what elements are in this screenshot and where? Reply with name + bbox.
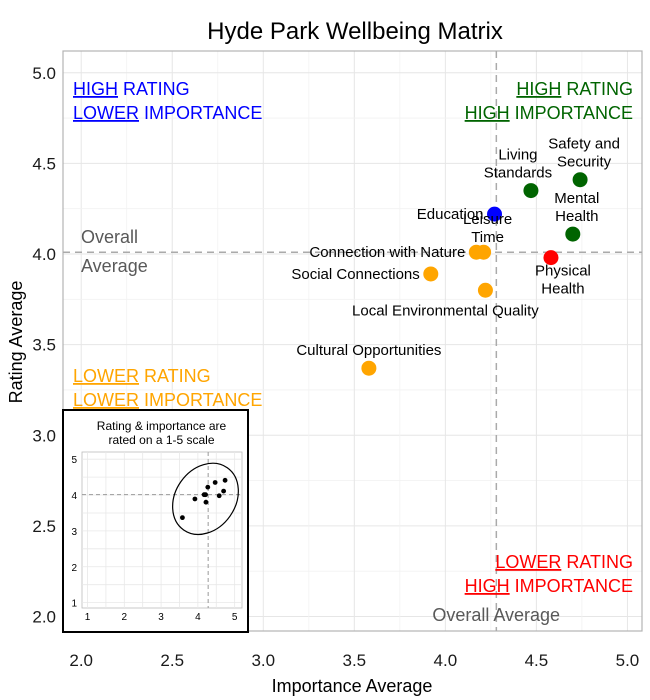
data-point-label: Safety and [548, 136, 620, 153]
inset-x-tick: 3 [158, 612, 164, 623]
chart-title: Hyde Park Wellbeing Matrix [207, 18, 503, 45]
y-tick-label: 3.0 [32, 426, 56, 445]
inset-x-tick: 1 [85, 612, 91, 623]
inset-y-tick: 2 [71, 563, 77, 574]
plot-area: 2.0 2.0 2.5 2.5 3.0 3.0 3.5 3.5 4.0 4.0 4.5 4.5 5.0 5… [32, 50, 643, 670]
x-tick-label: 2.5 [160, 651, 184, 670]
data-point-label: Local Environmental Quality [352, 302, 539, 319]
data-point-label: Standards [484, 165, 552, 182]
quadrant-label-low_high: HIGH IMPORTANCE [465, 576, 633, 596]
quadrant-label-rest: IMPORTANCE [139, 390, 262, 410]
inset-point [221, 488, 227, 494]
y-tick-label: 5.0 [32, 64, 56, 83]
data-point-label: Health [541, 281, 584, 298]
x-axis-label: Importance Average [272, 676, 433, 696]
data-point-label: Living [498, 147, 537, 164]
inset-x-tick: 5 [232, 612, 238, 623]
inset-cluster-ellipse [172, 462, 239, 535]
x-tick-label: 2.0 [69, 651, 93, 670]
data-point [477, 282, 493, 298]
y-tick-label: 3.5 [32, 336, 56, 355]
overall-average-importance-label: Overall Average [432, 605, 560, 625]
data-point [487, 206, 503, 222]
quadrant-label-rest: IMPORTANCE [510, 576, 633, 596]
inset-y-tick: 1 [71, 599, 77, 610]
quadrant-label-high_high: HIGH RATING [516, 79, 633, 99]
data-point [423, 266, 439, 282]
y-tick-label: 2.5 [32, 517, 56, 536]
data-point-label: Cultural Opportunities [296, 342, 441, 359]
inset-point [216, 493, 222, 499]
y-tick-label: 4.0 [32, 245, 56, 264]
data-point-label: Health [555, 208, 598, 225]
quadrant-label-high_low: HIGH RATING [73, 79, 190, 99]
overall-average-rating-label: Overall [81, 227, 138, 247]
x-tick-label: 5.0 [616, 651, 640, 670]
inset-point [192, 496, 198, 502]
quadrant-label-underlined-word: LOWER [495, 552, 561, 572]
quadrant-label-rest: RATING [561, 552, 633, 572]
inset-point [201, 492, 207, 498]
x-tick-label: 3.5 [343, 651, 367, 670]
quadrant-label-underlined-word: LOWER [73, 366, 139, 386]
data-point [523, 183, 539, 199]
x-tick-label: 4.5 [525, 651, 549, 670]
data-point-label: Mental [554, 190, 599, 207]
inset-x-tick: 4 [195, 612, 201, 623]
inset-point [203, 499, 209, 505]
data-point-label: Leisure [463, 211, 512, 228]
quadrant-label-rest: IMPORTANCE [510, 103, 633, 123]
data-point-label: Time [471, 229, 504, 246]
data-point [468, 244, 484, 260]
overall-average-rating-label: Average [81, 256, 148, 276]
inset-point [205, 484, 211, 490]
quadrant-label-rest: RATING [561, 79, 633, 99]
y-axis-label: Rating Average [6, 281, 26, 404]
quadrant-label-rest: RATING [118, 79, 190, 99]
data-point [361, 360, 377, 376]
quadrant-label-high_high: HIGH IMPORTANCE [465, 103, 633, 123]
data-point-label: Physical [535, 263, 591, 280]
inset-point [180, 515, 185, 521]
quadrant-label-underlined-word: LOWER [73, 390, 139, 410]
quadrant-label-high_low: LOWER IMPORTANCE [73, 103, 262, 123]
inset-y-tick: 3 [71, 527, 77, 538]
data-point [572, 172, 588, 188]
inset-panel [81, 451, 243, 609]
quadrant-label-rest: RATING [139, 366, 211, 386]
quadrant-label-underlined-word: HIGH [516, 79, 561, 99]
inset-y-tick: 5 [71, 455, 77, 466]
data-point-label: Security [557, 154, 612, 171]
quadrant-label-low_low: LOWER RATING [73, 366, 211, 386]
data-point-label: Connection with Nature [309, 244, 465, 261]
inset-y-tick: 4 [71, 491, 77, 502]
quadrant-label-rest: IMPORTANCE [139, 103, 262, 123]
y-tick-label: 4.5 [32, 154, 56, 173]
quadrant-label-underlined-word: HIGH [465, 103, 510, 123]
y-tick-label: 2.0 [32, 608, 56, 627]
plot-border [62, 50, 643, 632]
quadrant-label-underlined-word: LOWER [73, 103, 139, 123]
inset-point [212, 480, 218, 485]
data-point-label: Social Connections [291, 266, 419, 283]
inset-title-line2: rated on a 1-5 scale [108, 433, 214, 447]
quadrant-label-underlined-word: HIGH [73, 79, 118, 99]
x-tick-label: 3.0 [251, 651, 275, 670]
inset-point [222, 477, 228, 483]
data-point [565, 226, 581, 242]
quadrant-label-underlined-word: HIGH [465, 576, 510, 596]
inset-title-line1: Rating & importance are [97, 419, 227, 433]
data-point-label: Education [417, 206, 484, 223]
quadrant-label-low_low: LOWER IMPORTANCE [73, 390, 262, 410]
data-point [543, 250, 559, 266]
quadrant-label-low_high: LOWER RATING [495, 552, 633, 572]
x-tick-label: 4.0 [434, 651, 458, 670]
inset-x-tick: 2 [122, 612, 128, 623]
